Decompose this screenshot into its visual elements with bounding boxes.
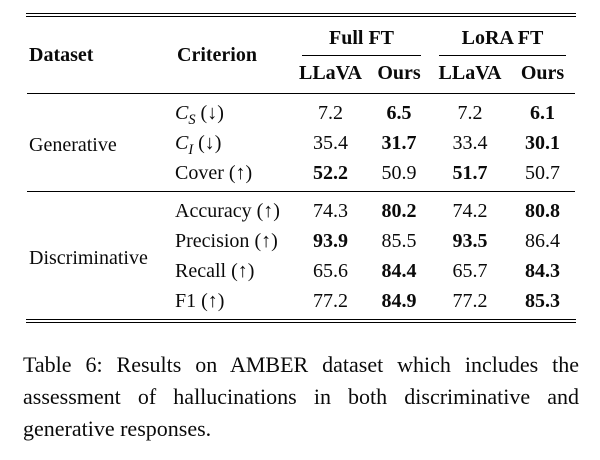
metric-value: 93.9: [313, 230, 348, 252]
criterion-direction-arrow: (↑): [226, 260, 255, 282]
col-header-criterion: Criterion: [177, 43, 257, 66]
metric-value: 7.2: [318, 102, 343, 124]
metric-value: 35.4: [313, 132, 348, 154]
table-top-rule: [26, 13, 576, 17]
criterion-label: Precision: [175, 230, 250, 252]
metric-value: 85.5: [381, 230, 417, 252]
col-header-llava-full: LLaVA: [299, 62, 362, 84]
metric-value: 30.1: [525, 132, 561, 154]
criterion-cell: Recall (↑): [175, 256, 293, 286]
criterion-cell: CS (↓): [175, 94, 293, 129]
results-table: Dataset Criterion Full FT LoRA FT LLaVA …: [27, 17, 576, 320]
metric-value: 77.2: [313, 290, 348, 312]
metric-value: 6.1: [530, 102, 556, 124]
col-header-llava-lora: LLaVA: [438, 62, 502, 84]
metric-value: 86.4: [525, 230, 561, 252]
metric-value: 74.3: [313, 200, 348, 222]
criterion-direction-arrow: (↑): [223, 162, 253, 184]
table-header: Dataset Criterion Full FT LoRA FT LLaVA …: [27, 17, 576, 94]
header-row-groups: Dataset Criterion Full FT LoRA FT: [27, 17, 575, 66]
section-discriminative: Discriminative Accuracy (↑) 74.3 80.2 74…: [27, 192, 575, 320]
criterion-direction-arrow: (↑): [249, 230, 278, 252]
table-caption: Table 6: Results on AMBER dataset which …: [23, 352, 579, 441]
dataset-cell-discriminative: Discriminative: [29, 246, 148, 269]
criterion-cell: Cover (↑): [175, 158, 293, 192]
metric-value: 77.2: [452, 290, 488, 312]
col-group-full-ft: Full FT: [293, 17, 430, 56]
metric-value: 84.3: [525, 260, 561, 282]
table-row: Precision (↑) 93.9 85.5 93.5 86.4: [27, 226, 575, 256]
table-bottom-rule: [26, 319, 576, 323]
criterion-cell: Accuracy (↑): [175, 192, 293, 227]
criterion-math-symbol: C: [175, 102, 189, 124]
table-row: Recall (↑) 65.6 84.4 65.7 84.3: [27, 256, 575, 286]
table-row: Discriminative Accuracy (↑) 74.3 80.2 74…: [27, 192, 575, 268]
criterion-cell: CI (↓): [175, 128, 293, 158]
criterion-cell: F1 (↑): [175, 286, 293, 319]
criterion-label: Accuracy: [175, 200, 252, 222]
metric-value: 74.2: [452, 200, 488, 222]
col-group-lora-ft: LoRA FT: [430, 17, 575, 56]
col-header-ours-lora: Ours: [520, 62, 565, 84]
metric-value: 31.7: [381, 132, 417, 154]
metric-value: 80.8: [525, 200, 561, 222]
metric-value: 50.9: [381, 162, 417, 184]
table-row: Cover (↑) 52.2 50.9 51.7 50.7: [27, 158, 575, 192]
criterion-direction-arrow: (↑): [196, 290, 225, 312]
metric-value: 93.5: [452, 230, 488, 252]
criterion-subscript: S: [188, 112, 196, 128]
metric-value: 84.4: [381, 260, 417, 282]
criterion-label: Recall: [175, 260, 227, 282]
metric-value: 52.2: [313, 162, 348, 184]
metric-value: 65.6: [313, 260, 348, 282]
criterion-subscript: I: [188, 142, 194, 158]
metric-value: 84.9: [381, 290, 417, 312]
criterion-direction-arrow: (↓): [193, 132, 222, 154]
table-row: Generative CS (↓) 7.2 6.5 7.2 6.1: [27, 94, 575, 156]
metric-value: 6.5: [386, 102, 412, 124]
dataset-cell-generative: Generative: [29, 133, 117, 156]
table-row: F1 (↑) 77.2 84.9 77.2 85.3: [27, 286, 575, 319]
criterion-direction-arrow: (↓): [195, 102, 224, 124]
criterion-math-symbol: C: [175, 132, 189, 154]
metric-value: 33.4: [452, 132, 488, 154]
metric-value: 85.3: [525, 290, 561, 312]
col-header-ours-full: Ours: [377, 62, 421, 84]
metric-value: 80.2: [381, 200, 417, 222]
metric-value: 50.7: [525, 162, 561, 184]
col-group-lora-ft-label: LoRA FT: [439, 26, 567, 56]
table-row: CI (↓) 35.4 31.7 33.4 30.1: [27, 128, 575, 158]
col-group-full-ft-label: Full FT: [302, 26, 422, 56]
criterion-cell: Precision (↑): [175, 226, 293, 256]
metric-value: 7.2: [457, 102, 483, 124]
criterion-direction-arrow: (↑): [251, 200, 280, 222]
header-row-subcolumns: LLaVA Ours LLaVA Ours: [27, 56, 575, 94]
col-header-dataset: Dataset: [29, 43, 94, 66]
criterion-label: Cover: [175, 162, 224, 184]
metric-value: 65.7: [452, 260, 488, 282]
section-generative: Generative CS (↓) 7.2 6.5 7.2 6.1 CI (↓)…: [27, 94, 576, 192]
criterion-label: F1: [175, 290, 197, 312]
metric-value: 51.7: [452, 162, 488, 184]
